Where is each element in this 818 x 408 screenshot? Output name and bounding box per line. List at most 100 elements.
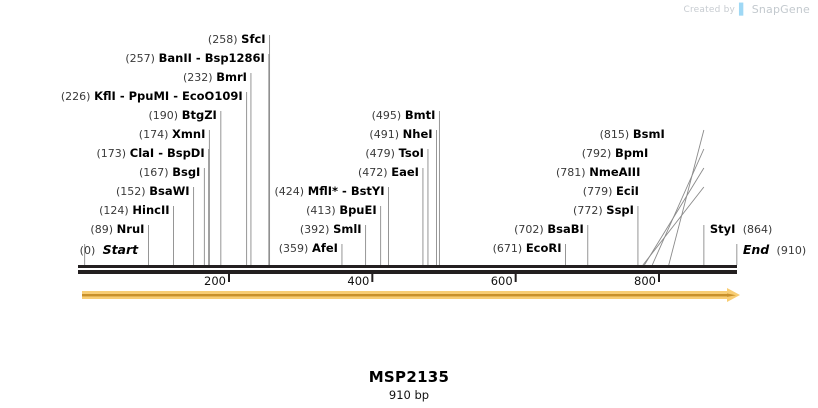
enzyme-name[interactable]: EaeI	[391, 165, 419, 179]
enzyme-name[interactable]: StyI	[709, 222, 736, 236]
enzyme-name[interactable]: BtgZI	[181, 108, 217, 122]
snapgene-flag-icon: ▌	[739, 3, 748, 16]
enzyme-name[interactable]: MflI*	[307, 184, 339, 198]
enzyme-name[interactable]: BpmI	[615, 146, 649, 160]
enzyme-label[interactable]: (359) AfeI	[278, 241, 338, 256]
enzyme-position: (491)	[369, 128, 399, 141]
ruler-tick-marks	[228, 274, 660, 282]
orf-arrow-head-core	[727, 293, 736, 297]
enzyme-label[interactable]: (190) BtgZI	[148, 108, 217, 123]
enzyme-label[interactable]: (792) BpmI	[582, 146, 649, 161]
ruler-tick	[228, 274, 230, 282]
enzyme-separator: -	[338, 184, 351, 198]
enzyme-label[interactable]: (479) TsoI	[365, 146, 424, 161]
enzyme-label[interactable]: (779) EciI	[582, 184, 639, 199]
enzyme-name[interactable]: NruI	[116, 222, 145, 236]
enzyme-name[interactable]: PpuMI	[128, 89, 170, 103]
enzyme-label[interactable]: (491) NheI	[369, 127, 433, 142]
enzyme-name[interactable]: EcoRI	[525, 241, 562, 255]
enzyme-name[interactable]: BmrI	[216, 70, 247, 84]
ruler-tick	[371, 274, 374, 282]
enzyme-position: (779)	[582, 185, 613, 198]
enzyme-position: (392)	[299, 223, 330, 236]
enzyme-name[interactable]: BmtI	[404, 108, 436, 122]
enzyme-label[interactable]: (167) BsgI	[139, 165, 201, 180]
enzyme-name[interactable]: NmeAIII	[589, 165, 641, 179]
enzyme-name[interactable]: BanII	[158, 51, 192, 65]
enzyme-label[interactable]: (495) BmtI	[371, 108, 436, 123]
snapgene-credit: Created by ▌ SnapGene	[683, 3, 810, 16]
enzyme-name[interactable]: BstYI	[350, 184, 385, 198]
enzyme-label[interactable]: (232) BmrI	[182, 70, 247, 85]
enzyme-label[interactable]: (257) BanII - Bsp1286I	[125, 51, 265, 66]
enzyme-name[interactable]: EcoO109I	[181, 89, 243, 103]
enzyme-name[interactable]: SspI	[606, 203, 634, 217]
end-name: End	[742, 242, 770, 257]
ruler-tick-label: 400	[347, 274, 370, 288]
enzyme-name[interactable]: BsaWI	[149, 184, 190, 198]
start-position: (0)	[79, 244, 96, 257]
enzyme-label[interactable]: (772) SspI	[573, 203, 634, 218]
ruler-tick-label: 800	[634, 274, 656, 288]
enzyme-name[interactable]: BsgI	[172, 165, 201, 179]
enzyme-name[interactable]: AfeI	[311, 241, 338, 255]
enzyme-label[interactable]: (124) HincII	[99, 203, 170, 218]
enzyme-name[interactable]: Bsp1286I	[204, 51, 265, 65]
start-label: (0) Start	[80, 242, 138, 257]
enzyme-position: (702)	[514, 223, 544, 236]
enzyme-label[interactable]: (413) BpuEI	[306, 203, 377, 218]
enzyme-name[interactable]: TsoI	[398, 146, 424, 160]
enzyme-leader-line	[643, 167, 705, 266]
enzyme-name[interactable]: SfcI	[241, 32, 266, 46]
enzyme-name[interactable]: KflI	[94, 89, 116, 103]
leader-lines-group	[84, 35, 738, 266]
enzyme-separator: -	[115, 89, 129, 103]
enzyme-leader-line	[651, 148, 705, 266]
enzyme-label[interactable]: (392) SmlI	[299, 222, 362, 237]
snapgene-brand-text: SnapGene	[751, 3, 810, 16]
enzyme-label[interactable]: StyI (864)	[709, 222, 772, 237]
enzyme-label[interactable]: (424) MflI* - BstYI	[275, 184, 385, 199]
enzyme-position: (671)	[492, 242, 523, 255]
enzyme-position: (472)	[357, 166, 388, 179]
enzyme-name[interactable]: ClaI	[129, 146, 155, 160]
enzyme-name[interactable]: HincII	[132, 203, 170, 217]
enzyme-separator: -	[191, 51, 205, 65]
enzyme-separator: -	[169, 89, 182, 103]
enzyme-name[interactable]: SmlI	[333, 222, 362, 236]
enzyme-position: (359)	[278, 242, 309, 255]
enzyme-label[interactable]: (671) EcoRI	[492, 241, 562, 256]
enzyme-name[interactable]: BpuEI	[339, 203, 377, 217]
enzyme-label[interactable]: (815) BsmI	[599, 127, 665, 142]
start-name: Start	[102, 242, 139, 257]
enzyme-name[interactable]: NheI	[402, 127, 433, 141]
enzyme-label[interactable]: (781) NmeAIII	[556, 165, 641, 180]
enzyme-label[interactable]: (702) BsaBI	[514, 222, 584, 237]
enzyme-label[interactable]: (472) EaeI	[357, 165, 419, 180]
enzyme-position: (226)	[60, 90, 91, 103]
enzyme-position: (815)	[599, 128, 630, 141]
map-caption: MSP2135 910 bp	[0, 368, 818, 402]
enzyme-position: (152)	[116, 185, 146, 198]
enzyme-label[interactable]: (226) KflI - PpuMI - EcoO109I	[60, 89, 243, 104]
enzyme-leader-line	[642, 186, 705, 266]
page-title: MSP2135	[368, 368, 450, 386]
orf-arrow	[82, 288, 740, 302]
enzyme-label[interactable]: (258) SfcI	[207, 32, 266, 47]
enzyme-name[interactable]: BsmI	[632, 127, 665, 141]
enzyme-position: (232)	[182, 71, 213, 84]
enzyme-name[interactable]: BsaBI	[547, 222, 584, 236]
enzyme-name[interactable]: BspDI	[166, 146, 205, 160]
enzyme-name[interactable]: XmnI	[172, 127, 206, 141]
enzyme-label[interactable]: (174) XmnI	[139, 127, 206, 142]
enzyme-position: (495)	[371, 109, 402, 122]
end-label: End (910)	[743, 242, 806, 257]
enzyme-label[interactable]: (173) ClaI - BspDI	[97, 146, 205, 161]
enzyme-label[interactable]: (89) NruI	[90, 222, 145, 237]
enzyme-position: (479)	[365, 147, 395, 160]
enzyme-position: (258)	[207, 33, 238, 46]
enzyme-position: (772)	[573, 204, 603, 217]
enzyme-label[interactable]: (152) BsaWI	[116, 184, 190, 199]
enzyme-name[interactable]: EciI	[616, 184, 639, 198]
